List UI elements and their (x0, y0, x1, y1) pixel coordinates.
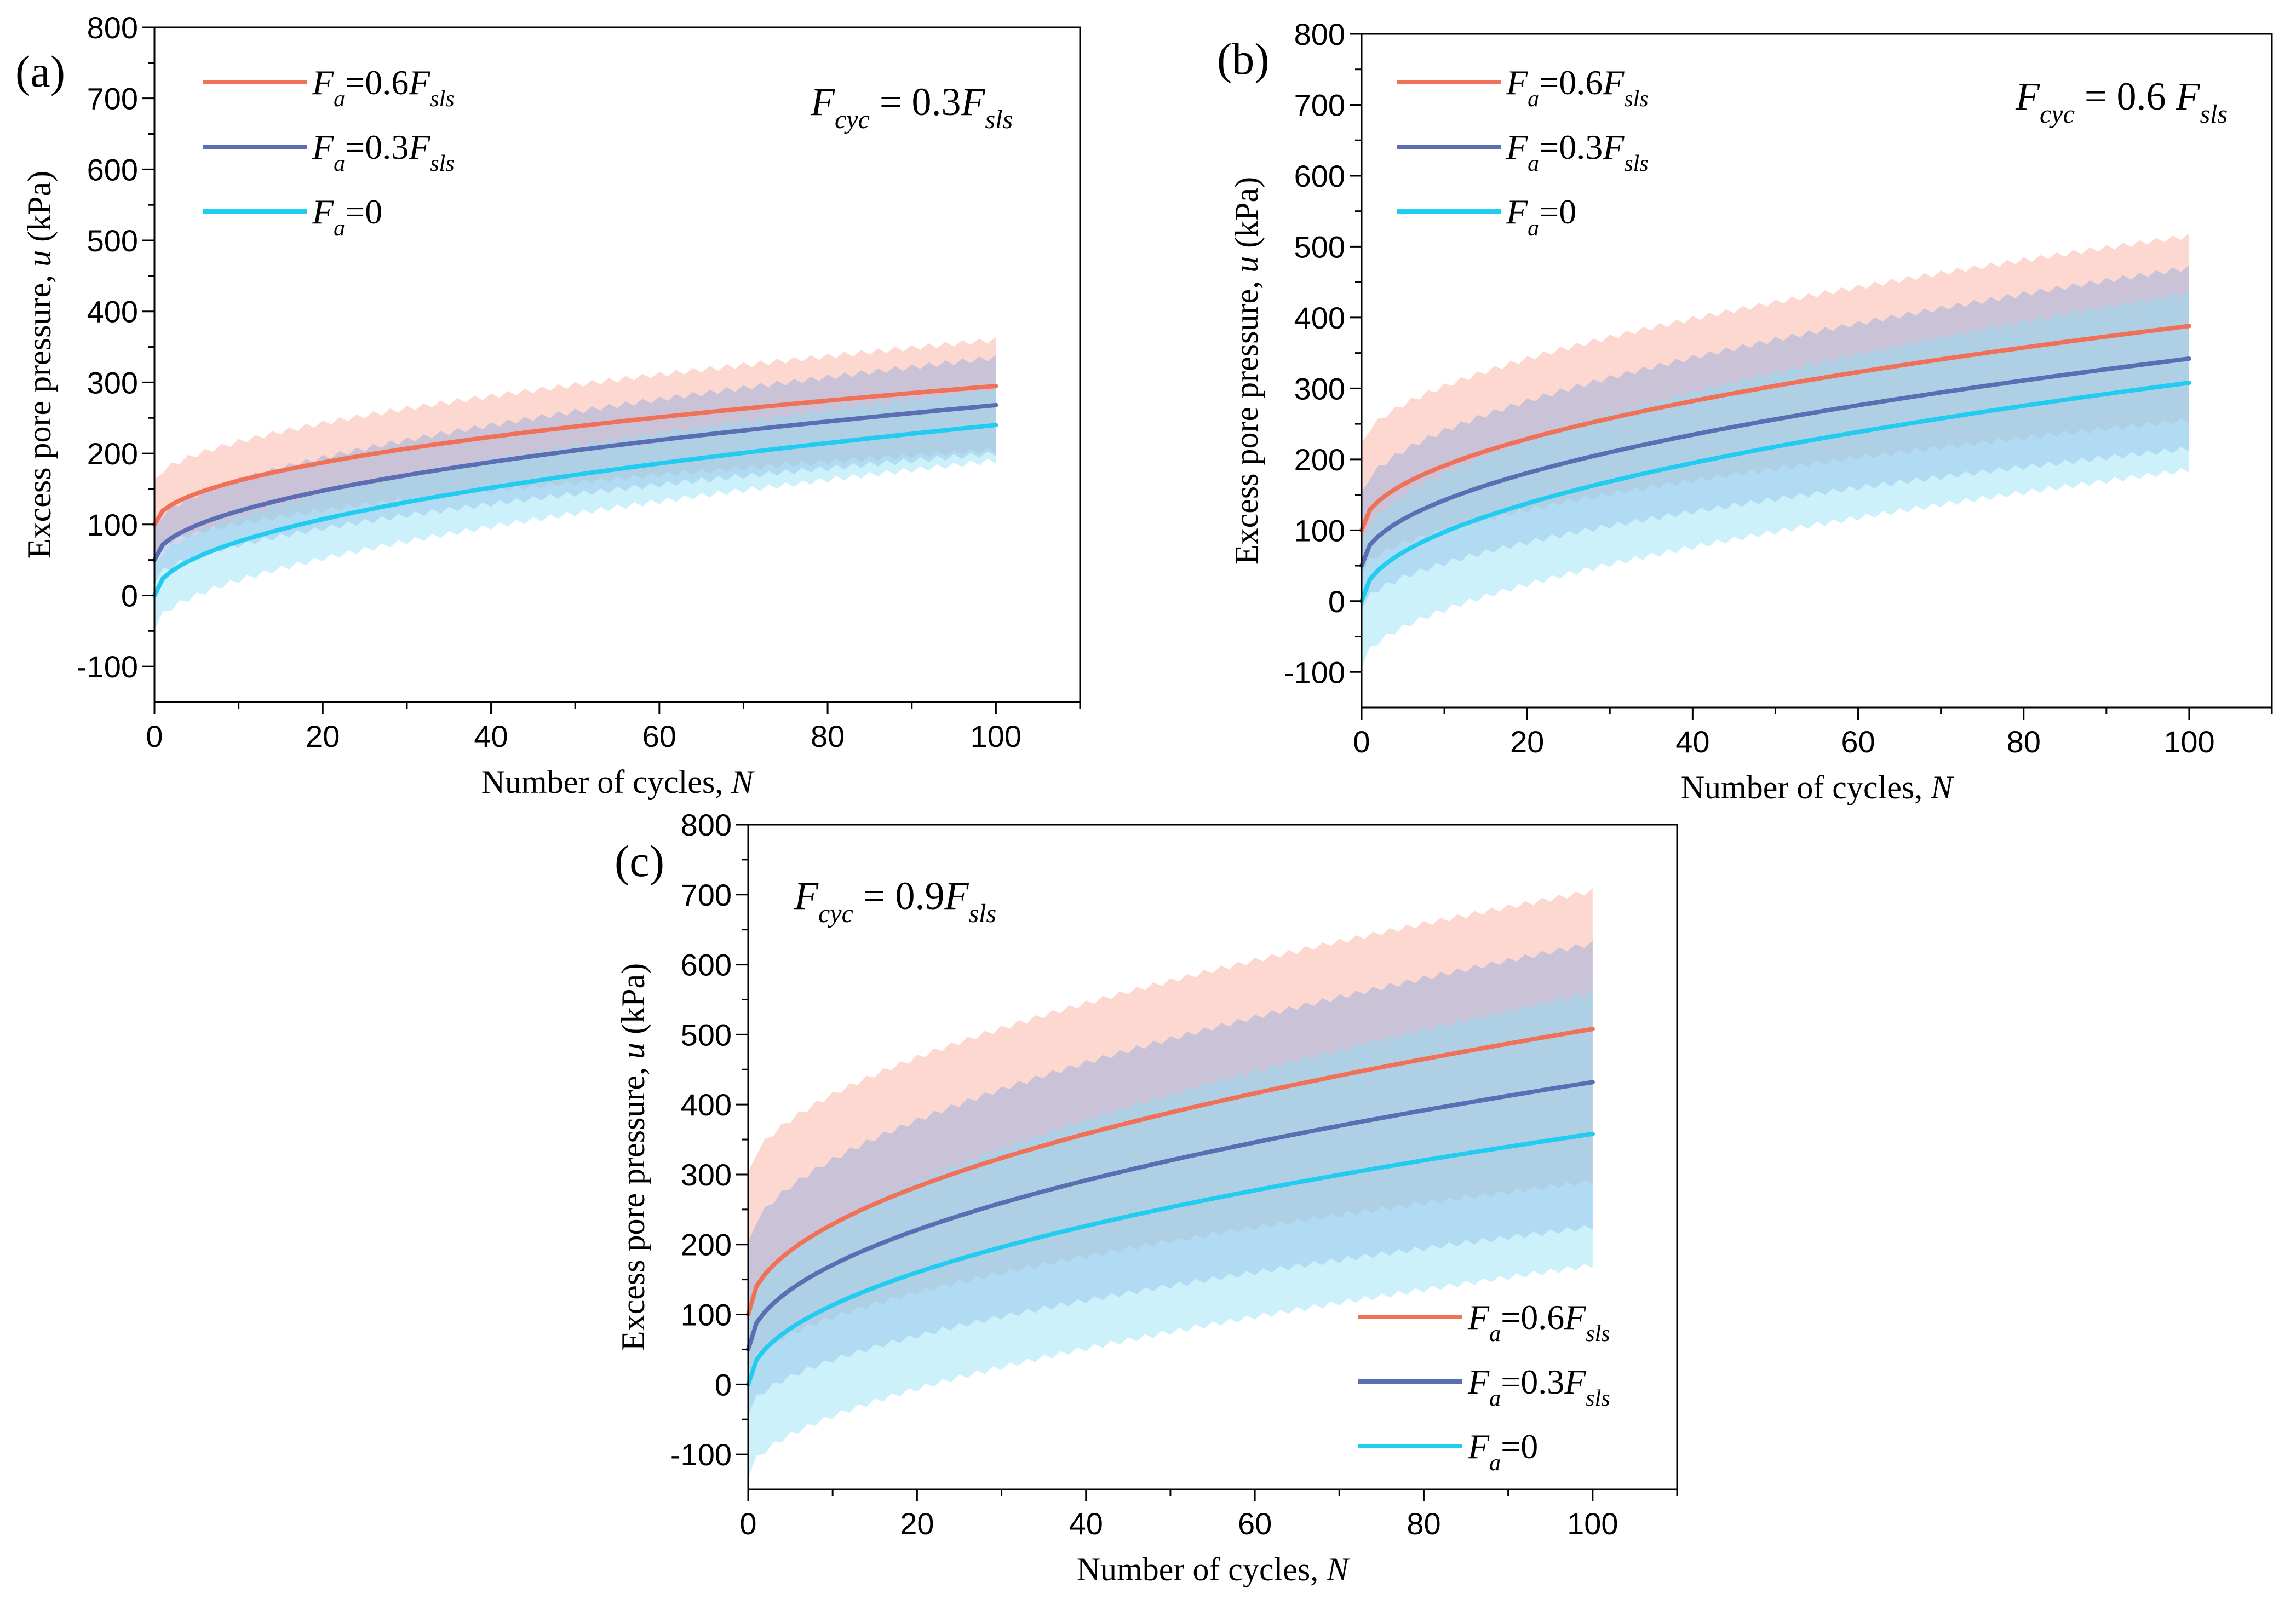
y-tick-label: 0 (121, 578, 138, 613)
legend-label: Fa=0.6Fsls (1467, 1298, 1610, 1346)
y-tick-label: 300 (1294, 371, 1345, 406)
y-tick-label: 0 (715, 1367, 732, 1402)
y-tick-label: 100 (681, 1298, 732, 1332)
y-axis-label: Excess pore pressure, u (kPa) (1229, 177, 1265, 565)
y-tick-label: 500 (1294, 229, 1345, 264)
y-tick-label: 600 (1294, 159, 1345, 193)
y-tick-label: 800 (87, 10, 138, 45)
x-tick-label: 100 (2163, 724, 2214, 759)
y-tick-label: 200 (681, 1228, 732, 1262)
panel-label: (c) (615, 836, 664, 886)
y-tick-label: 400 (1294, 301, 1345, 335)
y-tick-label: 700 (1294, 88, 1345, 122)
chart-panel-1: 0 20 40 60 80 100 -100 0 100 200 300 400 500 600 700 80… (1217, 17, 2273, 805)
load-annotation: Fcyc = 0.9Fsls (794, 874, 996, 928)
plot-frame (1361, 33, 2273, 709)
legend-label: Fa=0.3Fsls (1506, 128, 1649, 176)
band-Fa=0.6Fsls (748, 888, 1593, 1373)
x-tick-label: 60 (1841, 724, 1875, 759)
load-annotation: Fcyc = 0.3Fsls (810, 80, 1013, 134)
series-line-Fa=0.3Fsls (152, 402, 998, 562)
x-axis-label: Number of cycles, N (481, 764, 755, 800)
x-tick-label: 60 (1238, 1506, 1272, 1541)
chart-panel-0: 0 20 40 60 80 100 -100 0 100 200 300 400 500 600 700 80… (15, 10, 1081, 800)
band-Fa=0.3Fsls (154, 354, 996, 584)
y-tick-label: 700 (87, 82, 138, 116)
x-tick-label: 40 (1675, 724, 1709, 759)
y-tick-label: 200 (1294, 442, 1345, 477)
plot-frame (153, 26, 1081, 703)
y-axis-label: Excess pore pressure, u (kPa) (21, 171, 58, 559)
x-axis-label: Number of cycles, N (1681, 769, 1955, 805)
legend-label: Fa=0 (1467, 1427, 1538, 1476)
y-tick-label: 300 (87, 365, 138, 400)
x-axis-label: Number of cycles, N (1077, 1551, 1351, 1587)
x-tick-label: 100 (1567, 1506, 1618, 1541)
series-line-Fa=0 (746, 1131, 1595, 1387)
band-Fa=0.6Fsls (154, 337, 996, 556)
band-Fa=0.3Fsls (748, 941, 1593, 1415)
panel-label: (a) (15, 47, 65, 96)
plot-frame (747, 824, 1678, 1490)
y-tick-label: 400 (87, 295, 138, 329)
load-annotation: Fcyc = 0.6 Fsls (2015, 74, 2228, 129)
y-tick-label: 700 (681, 878, 732, 912)
x-tick-label: 0 (146, 719, 163, 753)
y-tick-label: -100 (77, 649, 138, 684)
y-tick-label: 500 (681, 1017, 732, 1052)
legend-label: Fa=0 (1506, 192, 1576, 241)
y-tick-label: 800 (1294, 17, 1345, 51)
x-tick-label: 40 (1069, 1506, 1103, 1541)
legend-label: Fa=0 (312, 192, 382, 241)
y-tick-label: 500 (87, 223, 138, 258)
y-axis-label: Excess pore pressure, u (kPa) (615, 963, 651, 1351)
y-tick-label: 200 (87, 436, 138, 471)
y-tick-label: 600 (681, 948, 732, 982)
x-tick-label: 20 (900, 1506, 934, 1541)
y-tick-label: -100 (670, 1437, 732, 1472)
legend-label: Fa=0.3Fsls (1467, 1362, 1610, 1411)
series-line-Fa=0 (152, 423, 998, 598)
chart-panel-2: 0 20 40 60 80 100-100010020030040050060070080… (615, 808, 1678, 1587)
y-tick-label: 400 (681, 1087, 732, 1122)
y-tick-label: 0 (1328, 584, 1345, 619)
x-tick-label: 20 (1510, 724, 1544, 759)
x-tick-label: 0 (739, 1506, 756, 1541)
legend-label: Fa=0.3Fsls (312, 128, 455, 176)
series-line-Fa=0.6Fsls (152, 383, 998, 527)
y-tick-label: 600 (87, 152, 138, 187)
y-tick-label: 300 (681, 1158, 732, 1192)
y-tick-label: 100 (1294, 513, 1345, 548)
legend-label: Fa=0.6Fsls (312, 63, 455, 112)
y-tick-label: 100 (87, 508, 138, 542)
band-Fa=0 (748, 989, 1593, 1478)
y-tick-label: -100 (1284, 655, 1345, 689)
series-line-Fa=0.3Fsls (746, 1080, 1595, 1352)
panel-label: (b) (1217, 34, 1270, 84)
x-tick-label: 80 (811, 719, 845, 753)
x-tick-label: 60 (642, 719, 676, 753)
series-line-Fa=0.3Fsls (1359, 356, 2191, 568)
x-tick-label: 0 (1353, 724, 1370, 759)
x-tick-label: 20 (306, 719, 340, 753)
x-tick-label: 100 (971, 719, 1021, 753)
series-line-Fa=0.6Fsls (1359, 324, 2191, 533)
y-tick-label: 800 (681, 808, 732, 842)
legend-label: Fa=0.6Fsls (1506, 63, 1649, 112)
x-tick-label: 40 (474, 719, 508, 753)
series-line-Fa=0.6Fsls (746, 1027, 1595, 1317)
series-line-Fa=0 (1359, 381, 2191, 603)
x-tick-label: 80 (2007, 724, 2041, 759)
x-tick-label: 80 (1407, 1506, 1440, 1541)
